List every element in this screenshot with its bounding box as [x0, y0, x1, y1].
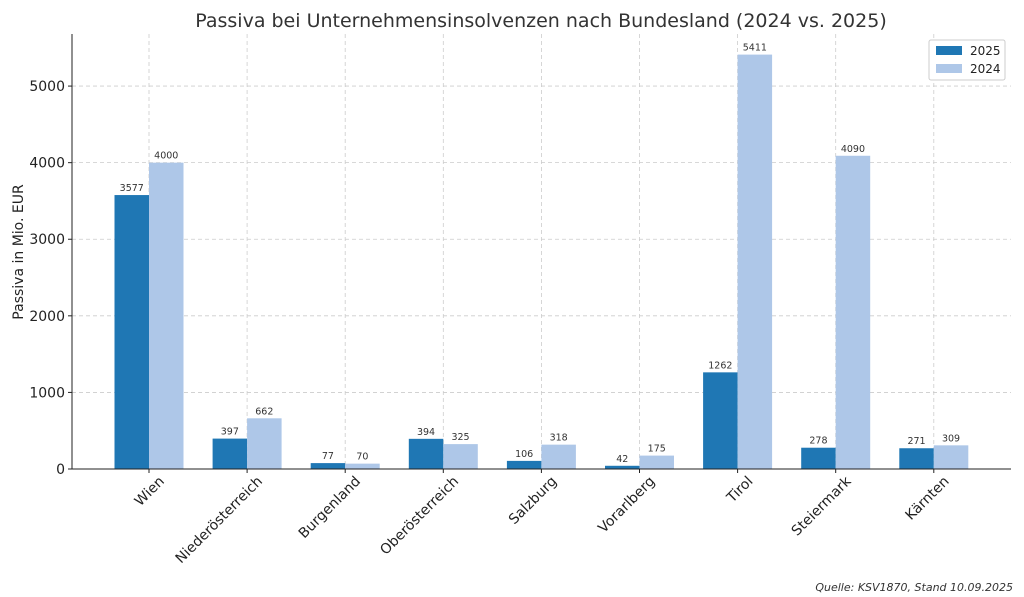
bar-niederosterreich-2024	[247, 418, 282, 469]
data-label-salzburg-2024: 318	[550, 433, 568, 444]
y-tick-label: 5000	[29, 79, 65, 95]
data-label-wien-2024: 4000	[154, 151, 178, 162]
bar-tirol-2024	[737, 54, 773, 470]
bar-niederosterreich-2025	[212, 438, 248, 469]
data-label-tirol-2024: 5411	[743, 43, 767, 54]
y-axis-label: Passiva in Mio. EUR	[11, 184, 27, 320]
data-label-steiermark-2024: 4090	[841, 144, 865, 155]
source-note: Quelle: KSV1870, Stand 10.09.2025	[815, 581, 1013, 594]
chart-title: Passiva bei Unternehmensinsolvenzen nach…	[195, 10, 886, 32]
x-tick-label-steiermark: Steiermark	[789, 473, 855, 539]
data-label-oberosterreich-2025: 394	[417, 427, 435, 438]
x-tick-label-niederosterreich: Niederösterreich	[173, 474, 266, 567]
bar-burgenland-2024	[345, 463, 380, 469]
data-label-burgenland-2025: 77	[322, 451, 334, 462]
bar-oberosterreich-2024	[443, 444, 478, 469]
legend-label-2024: 2024	[970, 62, 1001, 76]
x-tick-label-wien: Wien	[132, 474, 168, 510]
bar-steiermark-2024	[835, 155, 871, 470]
data-label-niederosterreich-2025: 397	[221, 427, 239, 438]
x-tick-label-burgenland: Burgenland	[296, 474, 364, 542]
bar-steiermark-2025	[801, 447, 836, 469]
x-tick-label-salzburg: Salzburg	[506, 474, 560, 528]
bar-karnten-2025	[899, 448, 934, 469]
data-label-tirol-2025: 1262	[708, 360, 732, 371]
y-tick-labels: 0 1000 2000 3000 4000 5000	[29, 79, 72, 478]
data-label-karnten-2025: 271	[907, 436, 925, 447]
y-tick-label: 0	[56, 462, 65, 478]
legend-swatch-2024	[936, 64, 962, 73]
bars-layer	[114, 54, 969, 470]
data-label-vorarlberg-2024: 175	[648, 444, 666, 455]
data-label-karnten-2024: 309	[942, 433, 960, 444]
bar-karnten-2024	[933, 445, 969, 469]
bar-burgenland-2025	[310, 463, 346, 469]
legend-label-2025: 2025	[970, 44, 1001, 58]
data-label-steiermark-2025: 278	[809, 436, 827, 447]
data-label-niederosterreich-2024: 662	[255, 406, 273, 417]
y-tick-label: 3000	[29, 232, 65, 248]
legend-swatch-2025	[936, 46, 962, 55]
x-tick-label-tirol: Tirol	[723, 474, 756, 507]
bar-vorarlberg-2025	[605, 465, 640, 469]
x-tick-label-oberosterreich: Oberösterreich	[377, 474, 462, 559]
x-tick-label-karnten: Kärnten	[903, 474, 953, 524]
bar-wien-2025	[114, 195, 149, 469]
bar-vorarlberg-2024	[639, 455, 674, 469]
bar-salzburg-2025	[506, 460, 542, 469]
data-label-burgenland-2024: 70	[356, 452, 368, 463]
y-tick-label: 2000	[29, 309, 65, 325]
data-label-oberosterreich-2024: 325	[451, 432, 469, 443]
bar-oberosterreich-2025	[408, 438, 444, 469]
x-tick-label-vorarlberg: Vorarlberg	[595, 474, 658, 537]
legend: 2025 2024	[928, 39, 1006, 81]
bar-wien-2024	[149, 162, 184, 469]
y-tick-label: 4000	[29, 156, 65, 172]
data-label-salzburg-2025: 106	[515, 449, 533, 460]
x-tick-labels: Wien Niederösterreich Burgenland Oberösterr…	[132, 469, 953, 567]
y-tick-label: 1000	[29, 385, 65, 401]
data-labels-layer: 3577 4000 397 662 77 70 394 325 106 318 42 175 1262 5…	[120, 43, 960, 465]
data-label-vorarlberg-2025: 42	[616, 454, 628, 465]
data-label-wien-2025: 3577	[120, 183, 144, 194]
bar-tirol-2025	[703, 372, 738, 469]
bar-salzburg-2024	[541, 444, 576, 469]
